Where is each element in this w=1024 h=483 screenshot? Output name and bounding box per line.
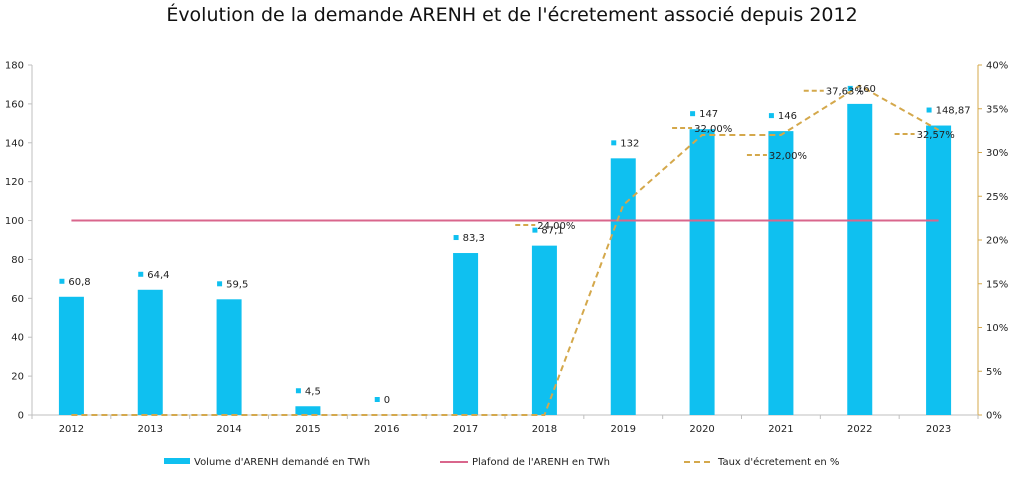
y-left-tick-label: 140 — [5, 138, 24, 149]
data-label-volume: 87,1 — [541, 226, 563, 237]
y-left-tick-label: 80 — [11, 255, 24, 266]
bar-volume-2013 — [137, 289, 163, 415]
y-left-tick-label: 100 — [5, 216, 24, 227]
y-right-tick-label: 10% — [986, 323, 1008, 334]
data-label-taux: 37,63% — [826, 87, 864, 98]
data-label-marker — [374, 397, 380, 402]
x-tick-label: 2014 — [216, 424, 241, 435]
x-tick-label: 2020 — [689, 424, 714, 435]
bar-volume-2015 — [295, 406, 321, 415]
y-right-tick-label: 0% — [986, 411, 1002, 422]
y-right-tick-label: 5% — [986, 367, 1002, 378]
x-tick-label: 2019 — [611, 424, 636, 435]
y-right-tick-label: 25% — [986, 192, 1008, 203]
data-label-marker — [453, 235, 459, 241]
data-label-volume: 132 — [620, 138, 639, 149]
chart-title: Évolution de la demande ARENH et de l'éc… — [166, 4, 858, 26]
y-left-tick-label: 120 — [5, 177, 24, 188]
data-label-taux: 24,00% — [537, 221, 575, 232]
data-label-marker — [926, 107, 932, 113]
y-left-tick-label: 40 — [11, 333, 24, 344]
bar-volume-2023 — [926, 125, 952, 416]
data-label-marker — [768, 113, 774, 119]
x-tick-label: 2022 — [847, 424, 872, 435]
data-label-volume: 147 — [699, 109, 718, 120]
x-tick-label: 2012 — [59, 424, 84, 435]
y-left-tick-label: 160 — [5, 99, 24, 110]
legend-label-volume: Volume d'ARENH demandé en TWh — [194, 456, 370, 468]
y-left-tick-label: 60 — [11, 294, 24, 305]
bar-volume-2014 — [216, 299, 242, 415]
x-tick-label: 2023 — [926, 424, 951, 435]
x-tick-label: 2016 — [374, 424, 399, 435]
x-tick-label: 2013 — [138, 424, 163, 435]
x-tick-label: 2021 — [768, 424, 793, 435]
legend-label-taux: Taux d'écretement en % — [717, 456, 839, 468]
data-label-volume: 160 — [857, 84, 876, 95]
bar-volume-2017 — [453, 253, 479, 415]
bar-volume-2021 — [768, 131, 794, 415]
bar-volume-2012 — [58, 296, 84, 415]
bar-volume-2018 — [531, 245, 557, 415]
data-label-marker — [847, 85, 853, 91]
y-right-tick-label: 35% — [986, 104, 1008, 115]
y-right-tick-label: 40% — [986, 61, 1008, 72]
data-label-marker — [59, 278, 65, 284]
y-left-tick-label: 0 — [18, 411, 24, 422]
data-label-volume: 83,3 — [463, 233, 485, 244]
y-right-tick-label: 15% — [986, 279, 1008, 290]
data-label-marker — [295, 388, 301, 394]
data-label-volume: 146 — [778, 111, 797, 122]
data-label-marker — [217, 281, 223, 287]
data-label-taux: 32,00% — [694, 124, 732, 135]
data-label-taux: 32,00% — [769, 151, 807, 162]
y-left-tick-label: 180 — [5, 61, 24, 72]
data-label-marker — [138, 271, 144, 277]
data-label-marker — [611, 140, 617, 146]
legend-label-plafond: Plafond de l'ARENH en TWh — [472, 457, 610, 468]
y-left-tick-label: 20 — [11, 372, 24, 383]
data-label-marker — [532, 227, 538, 233]
data-label-taux: 32,57% — [917, 130, 955, 141]
x-tick-label: 2018 — [532, 424, 557, 435]
bar-volume-2019 — [610, 158, 636, 416]
bar-volume-2022 — [847, 103, 873, 415]
data-label-volume: 59,5 — [226, 279, 248, 290]
y-right-tick-label: 30% — [986, 148, 1008, 159]
data-label-volume: 64,4 — [147, 270, 169, 281]
data-label-volume: 0 — [384, 395, 390, 406]
legend-swatch-volume — [164, 458, 190, 464]
bar-volume-2020 — [689, 129, 715, 415]
x-tick-label: 2015 — [295, 424, 320, 435]
data-label-volume: 148,87 — [936, 106, 971, 117]
line-taux-ecretement — [71, 84, 940, 416]
data-label-volume: 4,5 — [305, 386, 321, 397]
data-label-marker — [690, 111, 696, 117]
x-tick-label: 2017 — [453, 424, 478, 435]
y-right-tick-label: 20% — [986, 236, 1008, 247]
data-label-volume: 60,8 — [68, 277, 90, 288]
